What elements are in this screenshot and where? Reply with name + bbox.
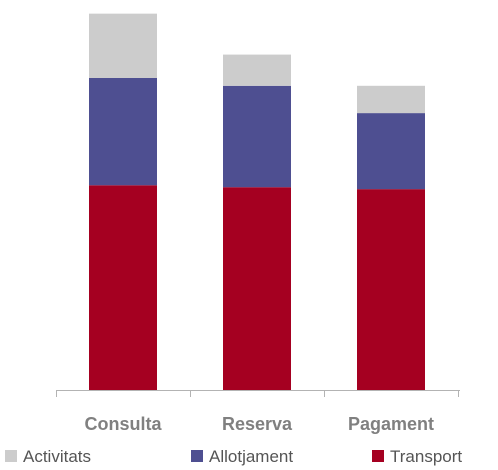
x-tick-label: Reserva	[222, 414, 293, 434]
legend-item-activitats: Activitats	[5, 447, 91, 466]
x-axis-labels: Consulta Reserva Pagament	[84, 414, 434, 434]
bar-allotjament-reserva	[223, 85, 291, 188]
bar-transport-reserva	[223, 187, 291, 390]
legend-label: Transport	[390, 447, 462, 466]
legend-label: Allotjament	[209, 447, 293, 466]
bar-activitats-consulta	[89, 13, 157, 78]
legend-swatch	[5, 450, 17, 462]
bar-allotjament-pagament	[357, 113, 425, 190]
plot-area	[89, 13, 425, 390]
legend: Activitats Allotjament Transport	[5, 447, 462, 466]
legend-label: Activitats	[23, 447, 91, 466]
bar-transport-consulta	[89, 185, 157, 390]
x-tick-label: Consulta	[84, 414, 162, 434]
bar-activitats-pagament	[357, 85, 425, 114]
x-axis-ticks	[56, 390, 459, 397]
bar-allotjament-consulta	[89, 78, 157, 186]
legend-item-transport: Transport	[372, 447, 462, 466]
bar-activitats-reserva	[223, 54, 291, 86]
legend-item-allotjament: Allotjament	[191, 447, 293, 466]
x-tick-label: Pagament	[348, 414, 434, 434]
legend-swatch	[372, 450, 384, 462]
legend-swatch	[191, 450, 203, 462]
bar-transport-pagament	[357, 189, 425, 390]
